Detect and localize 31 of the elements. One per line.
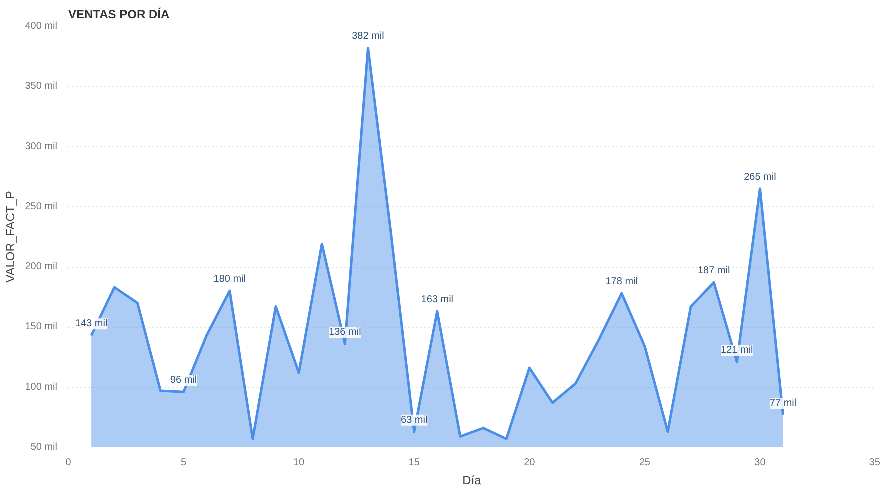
x-tick-label: 0 (66, 458, 72, 468)
data-label: 180 mil (214, 274, 246, 286)
data-label: 136 mil (329, 327, 362, 338)
y-tick-label: 100 mil (25, 382, 58, 393)
data-label: 265 mil (744, 172, 776, 183)
data-label: 143 mil (75, 318, 108, 330)
y-axis-title: VALOR_FACT_P (3, 191, 18, 283)
data-label: 96 mil (170, 375, 198, 386)
data-label: 178 mil (606, 276, 638, 288)
data-label: 187 mil (698, 266, 730, 277)
x-tick-label: 20 (524, 458, 536, 468)
x-tick-label: 35 (869, 458, 881, 468)
y-tick-label: 200 mil (25, 262, 58, 273)
y-tick-label: 400 mil (25, 21, 58, 32)
y-tick-label: 350 mil (25, 81, 58, 92)
x-axis-title: Día (462, 474, 482, 488)
data-label: 63 mil (401, 414, 428, 426)
x-tick-label: 15 (408, 458, 420, 468)
y-tick-label: 50 mil (30, 442, 58, 453)
x-tick-label: 30 (754, 458, 766, 468)
x-tick-label: 10 (294, 458, 306, 468)
x-tick-label: 25 (639, 458, 651, 468)
data-label: 382 mil (352, 31, 384, 42)
y-tick-label: 300 mil (25, 141, 58, 152)
data-label: 77 mil (770, 398, 797, 410)
chart-title: VENTAS POR DÍA (68, 8, 170, 22)
data-label: 121 mil (721, 345, 754, 356)
y-tick-label: 150 mil (25, 322, 58, 333)
x-tick-label: 5 (181, 458, 188, 468)
data-label: 163 mil (421, 294, 454, 306)
y-tick-label: 250 mil (25, 201, 58, 212)
